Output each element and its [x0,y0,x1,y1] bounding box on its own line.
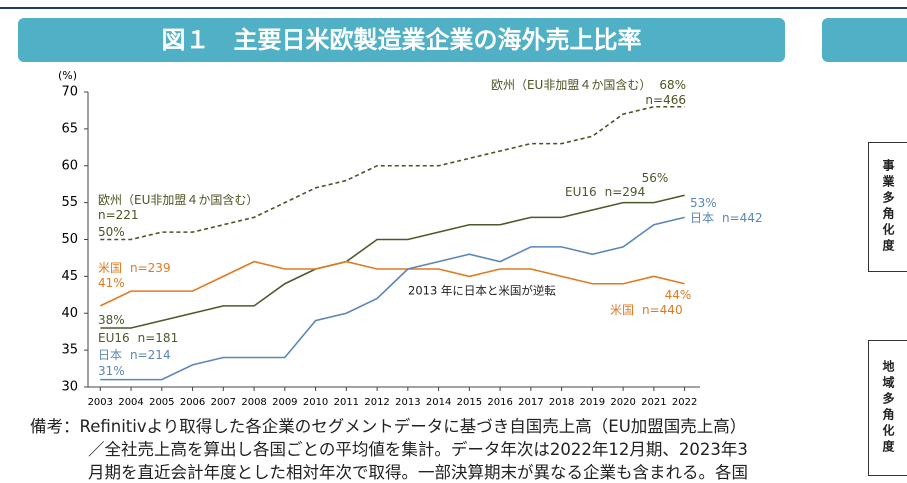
count-label: n=442 [722,211,763,225]
series-label: 38% [98,313,125,327]
legend-label: 欧州（EU非加盟４か国含む） [98,192,258,207]
x-tick-label: 2022 [672,397,697,408]
series-label: 日本 n=442 [690,211,763,225]
x-tick-label: 2014 [426,397,451,408]
x-tick-label: 2009 [272,397,297,408]
x-tick-label: 2013 [395,397,420,408]
y-tick-label: 30 [61,380,78,395]
x-tick-label: 2015 [457,397,482,408]
count-label: n=294 [605,185,646,199]
legend-label: 米国 [610,303,634,317]
x-tick-label: 2008 [241,397,266,408]
x-tick-label: 2004 [118,397,143,408]
x-tick-label: 2012 [364,397,389,408]
series-label: 31% [98,364,125,378]
y-tick-label: 65 [61,121,78,136]
y-tick-label: 50 [61,232,78,247]
legend-label: 米国 [98,261,122,275]
value-label: 31% [98,364,125,378]
value-label: 50% [98,225,125,239]
sidebar-label: 事業多角化度 [868,142,907,272]
series-line [99,260,685,307]
series-label: n=221 [98,208,139,222]
note-line: 備考：Refinitivより取得した各企業のセグメントデータに基づき自国売上高（… [30,417,747,436]
y-tick-label: 40 [61,306,78,321]
count-label: n=214 [130,348,171,362]
x-tick-label: 2016 [487,397,512,408]
x-tick-label: 2006 [180,397,205,408]
value-label: 68% [659,78,686,92]
series-line [100,216,685,381]
annotation: 2013 年に日本と米国が逆転 [408,284,556,298]
x-tick-label: 2018 [549,397,574,408]
x-tick-label: 2017 [518,397,543,408]
series-label: 米国 n=440 [610,303,683,317]
series-label: 欧州（EU非加盟４か国含む） 68% [491,77,686,92]
series-line [100,194,685,329]
series-label: 欧州（EU非加盟４か国含む） [98,192,258,207]
side-banner [822,18,907,62]
chart: (%) 2013 年に日本と米国が逆転 30 35 40 45 50 55 60 65 70 20… [58,69,763,408]
x-tick-label: 2021 [641,397,666,408]
series-label: 53% [690,196,717,210]
legend-label: EU16 [98,331,130,345]
legend-label: EU16 [565,185,597,199]
series-label: 44% [665,288,692,302]
count-label: n=181 [138,331,179,345]
legend-label: 日本 [690,211,714,225]
count-label: n=466 [645,93,686,107]
series-label: 41% [98,276,125,290]
count-label: n=239 [130,261,171,275]
y-tick-label: 35 [61,343,78,358]
legend-label: 日本 [98,348,122,362]
series-label: EU16 n=181 [98,331,178,345]
series-label: 50% [98,225,125,239]
x-tick-label: 2019 [580,397,605,408]
y-axis-label: (%) [58,69,77,82]
series-label: EU16 n=294 [565,185,645,199]
x-tick-label: 2007 [211,397,236,408]
note-line: 月期を直近会計年度とした相対年次で取得。一部決算期末が異なる企業も含まれる。各国 [88,463,748,482]
series-label: 日本 n=214 [98,348,171,362]
y-tick-label: 60 [61,158,78,173]
top-border [0,0,907,9]
value-label: 44% [665,288,692,302]
value-label: 41% [98,276,125,290]
x-tick-label: 2005 [149,397,174,408]
legend-label: 欧州（EU非加盟４か国含む） [491,77,651,92]
value-label: 56% [642,171,669,185]
count-label: n=221 [98,208,139,222]
y-tick-label: 70 [61,85,78,100]
note-line: ／全社売上高を算出し各国ごとの平均値を集計。データ年次は2022年12月期、20… [88,440,748,459]
series-label: 56% [642,171,669,185]
series-label: n=466 [645,93,686,107]
series-line [100,105,685,241]
series-label: 米国 n=239 [98,261,171,275]
x-tick-label: 2011 [334,397,359,408]
x-tick-label: 2003 [88,397,113,408]
y-tick-label: 55 [61,195,78,210]
value-label: 38% [98,313,125,327]
count-label: n=440 [642,303,683,317]
y-tick-label: 45 [61,269,78,284]
x-tick-label: 2010 [303,397,328,408]
sidebar-label: 地域多角化度 [868,340,907,476]
title-banner [18,18,785,62]
x-tick-label: 2020 [610,397,635,408]
value-label: 53% [690,196,717,210]
chart-title: 図１ 主要日米欧製造業企業の海外売上比率 [161,26,642,54]
